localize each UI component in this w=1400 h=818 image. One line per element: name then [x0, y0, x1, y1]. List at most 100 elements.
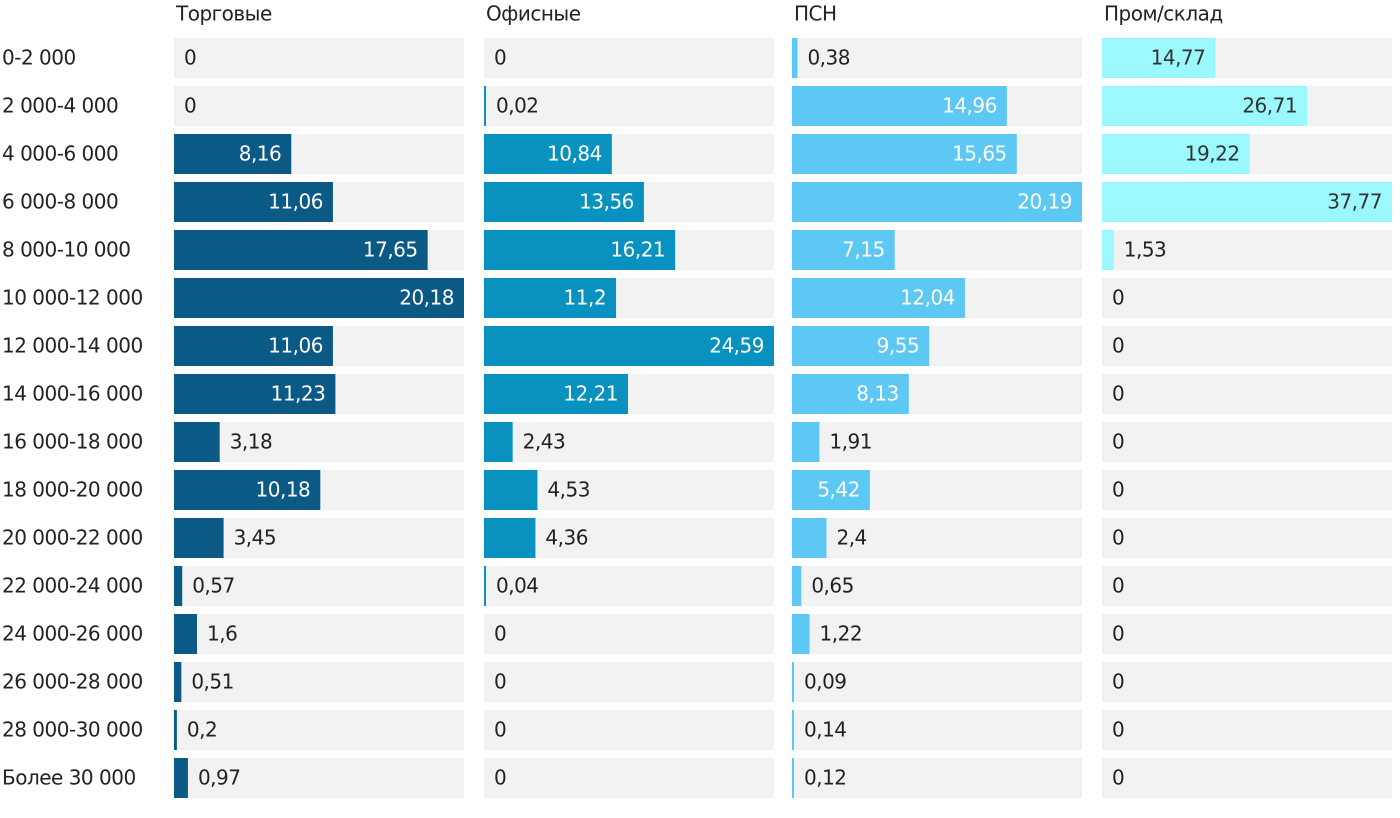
row-background: [1102, 614, 1392, 654]
row-background: [484, 422, 774, 462]
value-label: 0: [494, 622, 506, 646]
bar: [792, 278, 965, 318]
value-label: 0,09: [804, 670, 847, 694]
bar: [792, 662, 794, 702]
row-background: [174, 86, 464, 126]
panel-title: Пром/склад: [1104, 2, 1223, 26]
value-label: 7,15: [842, 238, 885, 262]
row-background: [484, 758, 774, 798]
row-background: [484, 710, 774, 750]
bar: [174, 470, 321, 510]
value-label: 0: [1112, 622, 1124, 646]
row-background: [792, 422, 1082, 462]
bar: [174, 662, 182, 702]
bar: [792, 134, 1017, 174]
value-label: 0: [1112, 526, 1124, 550]
row-background: [1102, 374, 1392, 414]
value-label: 26,71: [1242, 94, 1297, 118]
value-label: 1,91: [829, 430, 872, 454]
value-label: 0: [494, 766, 506, 790]
category-label: 18 000-20 000: [2, 478, 143, 502]
row-background: [484, 38, 774, 78]
bar: [792, 182, 1082, 222]
bar: [792, 470, 870, 510]
value-label: 0: [494, 670, 506, 694]
panel-title: ПСН: [794, 2, 837, 26]
bar: [174, 134, 292, 174]
value-label: 8,16: [239, 142, 282, 166]
value-label: 13,56: [579, 190, 634, 214]
value-label: 14,96: [942, 94, 997, 118]
bar: [484, 182, 644, 222]
row-background: [1102, 422, 1392, 462]
bar: [484, 326, 774, 366]
category-label: 4 000-6 000: [2, 142, 118, 166]
value-label: 0: [1112, 574, 1124, 598]
value-label: 24,59: [709, 334, 764, 358]
value-label: 0,04: [496, 574, 539, 598]
value-label: 11,23: [271, 382, 326, 406]
bar: [792, 230, 895, 270]
value-label: 0: [1112, 286, 1124, 310]
bar: [1102, 182, 1392, 222]
value-label: 0: [494, 718, 506, 742]
row-background: [174, 38, 464, 78]
value-label: 0: [1112, 718, 1124, 742]
value-label: 1,22: [820, 622, 863, 646]
category-label: 24 000-26 000: [2, 622, 143, 646]
bar: [484, 278, 617, 318]
value-label: 0,97: [198, 766, 241, 790]
bar: [792, 86, 1007, 126]
value-label: 11,06: [268, 334, 323, 358]
value-label: 0: [1112, 334, 1124, 358]
row-background: [792, 758, 1082, 798]
value-label: 15,65: [952, 142, 1007, 166]
row-background: [792, 566, 1082, 606]
row-background: [1102, 662, 1392, 702]
row-background: [1102, 566, 1392, 606]
bar: [484, 374, 628, 414]
category-label: 12 000-14 000: [2, 334, 143, 358]
value-label: 0: [184, 46, 196, 70]
value-label: 2,43: [523, 430, 566, 454]
row-background: [174, 662, 464, 702]
value-label: 20,19: [1017, 190, 1072, 214]
bar: [484, 422, 513, 462]
value-label: 12,21: [563, 382, 618, 406]
category-label: Более 30 000: [2, 766, 136, 790]
category-label: 0-2 000: [2, 46, 76, 70]
value-label: 12,04: [900, 286, 955, 310]
row-background: [1102, 710, 1392, 750]
row-background: [484, 86, 774, 126]
category-label: 22 000-24 000: [2, 574, 143, 598]
value-label: 0,51: [191, 670, 234, 694]
value-label: 3,45: [234, 526, 277, 550]
value-label: 11,06: [268, 190, 323, 214]
value-label: 19,22: [1185, 142, 1240, 166]
bar: [174, 518, 224, 558]
row-background: [484, 566, 774, 606]
value-label: 37,77: [1327, 190, 1382, 214]
value-label: 10,84: [547, 142, 602, 166]
value-label: 0: [494, 46, 506, 70]
row-background: [174, 614, 464, 654]
row-background: [174, 710, 464, 750]
value-label: 0: [1112, 382, 1124, 406]
bar: [1102, 38, 1216, 78]
category-label: 20 000-22 000: [2, 526, 143, 550]
row-background: [1102, 518, 1392, 558]
value-label: 0: [1112, 478, 1124, 502]
category-label: 10 000-12 000: [2, 286, 143, 310]
value-label: 0,02: [496, 94, 539, 118]
value-label: 11,2: [564, 286, 607, 310]
row-background: [792, 614, 1082, 654]
value-label: 4,53: [547, 478, 590, 502]
row-background: [484, 614, 774, 654]
value-label: 0: [184, 94, 196, 118]
bar: [792, 374, 909, 414]
value-label: 14,77: [1151, 46, 1206, 70]
bar: [174, 710, 177, 750]
bar: [174, 422, 220, 462]
row-background: [792, 518, 1082, 558]
